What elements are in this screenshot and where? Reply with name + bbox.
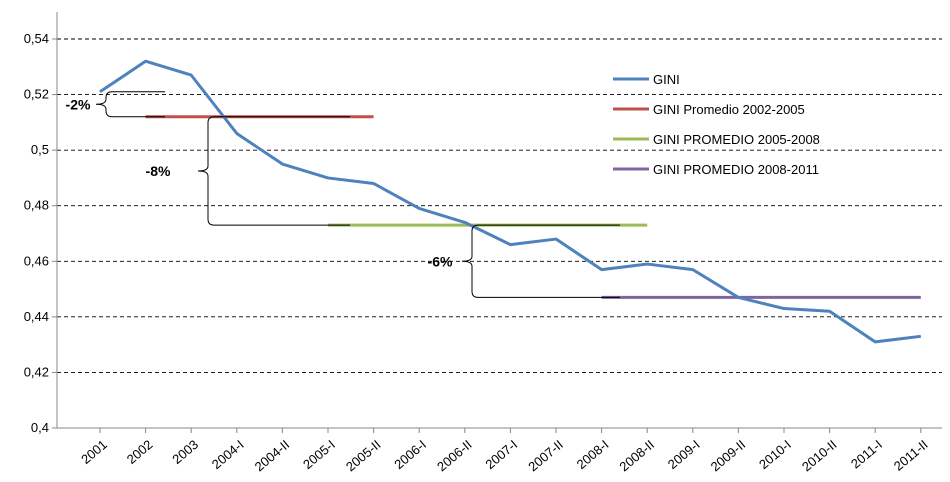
y-tick-label: 0,44 [24,309,49,324]
x-tick-label: 2011-I [848,437,885,472]
gini-series [99,59,921,344]
legend-label: GINI Promedio 2002-2005 [653,102,805,117]
x-tick-label: 2007-II [525,437,566,475]
x-tick-label: 2008-I [574,437,612,472]
change-label: -8% [146,163,171,179]
legend: GINI GINI Promedio 2002-2005 GINI PROMEDIO… [613,72,820,177]
x-tick-label: 2008-II [616,437,657,475]
y-tick-label: 0,52 [24,87,49,102]
axes [52,12,942,433]
x-tick-label: 2003 [169,437,201,467]
change-label: -6% [428,253,453,269]
legend-label: GINI [653,72,680,87]
brace [461,224,620,298]
x-axis-tick-labels: 2001 2002 2003 2004-I 2004-II 2005-I 2005-II 20… [78,437,931,475]
x-tick-label: 2004-I [209,437,247,472]
gridlines [57,38,942,373]
brace [197,116,350,226]
y-tick-label: 0,54 [24,31,49,46]
x-tick-label: 2010-I [756,437,794,472]
x-tick-label: 2006-II [434,437,475,475]
difference-braces: -2% -8% -6% [66,91,620,298]
legend-label: GINI PROMEDIO 2005-2008 [653,132,820,147]
y-tick-label: 0,46 [24,253,49,268]
change-label: -2% [66,96,91,112]
y-tick-label: 0,5 [31,142,49,157]
x-tick-label: 2002 [124,437,156,467]
x-tick-label: 2010-II [799,437,840,475]
legend-label: GINI PROMEDIO 2008-2011 [653,162,819,177]
x-tick-label: 2009-II [708,437,749,475]
x-tick-label: 2009-I [665,437,703,472]
y-tick-label: 0,42 [24,364,49,379]
x-tick-label: 2007-I [482,437,520,472]
brace [95,91,165,118]
x-tick-label: 2005-II [343,437,384,475]
x-tick-label: 2005-I [300,437,338,472]
y-axis-tick-labels: 0,4 0,42 0,44 0,46 0,48 0,5 0,52 0,54 [24,31,49,435]
x-tick-label: 2001 [78,437,110,467]
x-tick-label: 2011-II [891,437,931,474]
y-tick-label: 0,4 [31,420,49,435]
y-tick-label: 0,48 [24,198,49,213]
x-tick-label: 2004-II [252,437,293,475]
x-tick-label: 2006-I [391,437,429,472]
